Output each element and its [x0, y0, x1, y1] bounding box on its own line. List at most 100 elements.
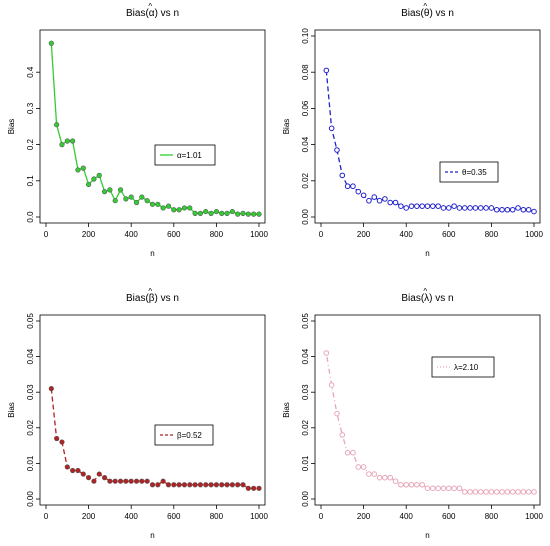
data-point [96, 471, 102, 477]
data-point [59, 439, 65, 445]
data-point [187, 482, 193, 488]
x-tick-label: 1000 [250, 230, 268, 239]
data-point [165, 482, 172, 488]
x-tick-label: 400 [125, 512, 139, 521]
data-point [477, 205, 484, 211]
data-point [197, 482, 204, 488]
title-symbol: β [149, 293, 155, 304]
data-point [408, 203, 415, 209]
data-point [224, 210, 230, 216]
chart-title: Bias(α) vs n [126, 8, 179, 19]
data-point [515, 205, 521, 211]
data-point [229, 482, 235, 488]
x-tick-label: 1000 [525, 512, 543, 521]
x-tick-label: 600 [167, 512, 181, 521]
data-point [197, 210, 204, 216]
data-point [245, 485, 251, 491]
data-point [360, 464, 367, 470]
data-point [424, 485, 431, 492]
data-point [219, 210, 225, 216]
data-point [488, 205, 495, 211]
x-tick-label: 600 [442, 512, 456, 521]
data-point [107, 187, 113, 193]
data-point [96, 172, 102, 178]
legend-label: β=0.52 [177, 431, 202, 440]
data-point [472, 205, 479, 211]
data-point [149, 482, 156, 488]
y-axis-label: Bias [7, 402, 16, 418]
data-point [160, 478, 166, 484]
series-line [325, 352, 534, 493]
data-point [80, 165, 86, 171]
x-axis-label: n [425, 531, 429, 540]
data-point [176, 207, 182, 213]
data-point [451, 203, 457, 209]
x-tick-label: 400 [400, 230, 414, 239]
data-point [112, 198, 118, 204]
legend-label: α=1.01 [177, 151, 202, 160]
x-tick-label: 800 [210, 512, 224, 521]
data-point [392, 478, 399, 485]
data-point [350, 183, 356, 190]
series-line [50, 388, 259, 489]
y-tick-label: 0.04 [26, 348, 35, 364]
data-point [144, 478, 150, 484]
data-point [187, 205, 193, 211]
data-point [339, 432, 346, 438]
title-suffix: ) vs n [155, 8, 179, 19]
title-prefix: Bias( [126, 293, 149, 304]
data-point [101, 189, 108, 195]
data-point [334, 410, 340, 417]
data-point [467, 205, 473, 211]
data-point [435, 485, 441, 492]
data-point [144, 198, 150, 204]
data-point [80, 471, 86, 477]
data-point [430, 485, 436, 492]
title-suffix: ) vs n [429, 293, 453, 304]
data-point [219, 482, 225, 488]
data-point [456, 205, 463, 211]
data-point [461, 205, 468, 211]
hat-accent: ^ [148, 287, 152, 296]
data-point [75, 467, 81, 474]
hat-accent: ^ [148, 2, 152, 11]
data-point [430, 203, 436, 209]
data-point [376, 474, 383, 481]
data-point [112, 478, 118, 484]
title-symbol: λ [424, 293, 429, 304]
data-point [440, 205, 447, 211]
data-point [483, 205, 489, 211]
data-point [408, 481, 415, 488]
x-tick-label: 200 [357, 230, 371, 239]
hat-accent: ^ [423, 287, 427, 296]
data-point [101, 475, 108, 481]
data-point [48, 40, 54, 46]
data-point [181, 482, 188, 488]
x-axis-label: n [150, 249, 154, 258]
data-point [155, 201, 161, 207]
data-point [504, 206, 511, 213]
data-point [54, 122, 60, 128]
data-point [235, 211, 241, 217]
data-point [398, 203, 404, 209]
data-point [493, 489, 500, 495]
chart-title: Bias(β) vs n [126, 293, 179, 304]
legend-box [439, 161, 499, 183]
x-tick-label: 800 [210, 230, 224, 239]
data-point [256, 211, 262, 217]
chart-panel-3: Bias(β) vs n^ 0 200 400 600 800 1000 0.00 0.01 0.… [7, 287, 268, 540]
x-tick-label: 600 [167, 230, 181, 239]
y-tick-label: 0.04 [301, 136, 310, 152]
x-tick-label: 400 [125, 230, 139, 239]
data-point [213, 208, 219, 215]
y-tick-label: 0.00 [26, 491, 35, 507]
data-point [251, 485, 257, 491]
title-symbol: θ [424, 8, 430, 19]
data-point [155, 482, 161, 488]
data-point [499, 206, 505, 213]
data-point [376, 197, 383, 204]
data-point [387, 474, 394, 481]
data-point [85, 181, 92, 188]
data-point [91, 478, 97, 484]
